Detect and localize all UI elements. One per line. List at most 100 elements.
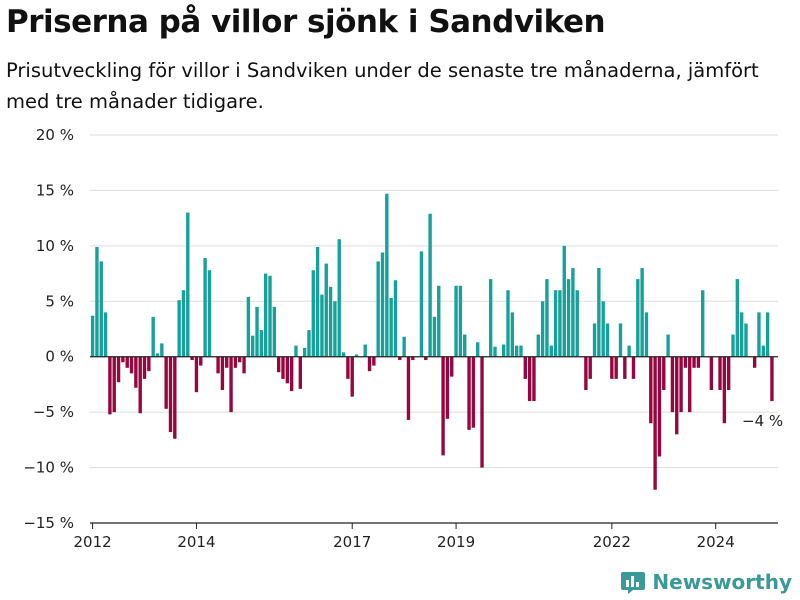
bar bbox=[675, 356, 679, 435]
bar bbox=[302, 347, 307, 357]
y-tick-label: 0 % bbox=[45, 348, 74, 366]
bar bbox=[181, 290, 186, 357]
bar bbox=[95, 246, 99, 357]
bar bbox=[268, 275, 272, 357]
bar bbox=[220, 356, 225, 390]
bar bbox=[380, 252, 385, 357]
bar bbox=[545, 279, 549, 357]
bar bbox=[610, 356, 614, 379]
bar bbox=[644, 312, 649, 357]
bar bbox=[385, 193, 389, 357]
bar bbox=[471, 356, 476, 428]
bar bbox=[121, 356, 125, 363]
bar bbox=[289, 356, 294, 392]
bar bbox=[216, 356, 220, 374]
bar bbox=[701, 290, 705, 357]
bar bbox=[683, 356, 688, 368]
bar bbox=[116, 356, 121, 383]
bar bbox=[709, 356, 714, 390]
x-tick-label: 2014 bbox=[177, 533, 215, 551]
bar bbox=[324, 263, 328, 357]
bar bbox=[523, 356, 527, 379]
bar bbox=[177, 300, 181, 357]
bar bbox=[372, 356, 376, 366]
bar bbox=[696, 356, 701, 368]
bar bbox=[199, 356, 203, 366]
bar bbox=[463, 334, 467, 357]
bar bbox=[155, 353, 160, 357]
bar bbox=[549, 345, 553, 357]
bar bbox=[476, 342, 480, 357]
bar bbox=[251, 335, 255, 357]
bar bbox=[419, 251, 424, 357]
bar bbox=[203, 258, 207, 357]
bar bbox=[458, 285, 463, 357]
bar bbox=[731, 334, 735, 357]
bar bbox=[770, 356, 774, 402]
bar bbox=[437, 285, 441, 357]
bar bbox=[662, 356, 666, 390]
bar bbox=[307, 330, 311, 357]
bar bbox=[168, 356, 173, 433]
bar bbox=[718, 356, 722, 390]
bar bbox=[653, 356, 657, 490]
bar bbox=[311, 270, 315, 357]
bar bbox=[263, 273, 268, 357]
bar bbox=[649, 356, 653, 424]
bar bbox=[726, 356, 731, 390]
bar bbox=[424, 356, 428, 361]
bar bbox=[337, 239, 341, 357]
bar bbox=[134, 356, 138, 388]
bar-chart-logo-icon bbox=[621, 572, 646, 594]
bar bbox=[666, 334, 670, 357]
bar bbox=[112, 356, 116, 413]
bar bbox=[584, 356, 588, 390]
bar bbox=[367, 356, 372, 372]
bar bbox=[315, 246, 320, 357]
bar bbox=[233, 356, 238, 368]
bar bbox=[164, 356, 168, 409]
bar bbox=[272, 306, 277, 357]
bar bbox=[765, 312, 770, 357]
bar bbox=[103, 312, 108, 357]
bar bbox=[90, 315, 95, 357]
bar bbox=[722, 356, 727, 424]
bar bbox=[346, 356, 350, 379]
bar bbox=[393, 280, 398, 357]
page-subtitle: Prisutveckling för villor i Sandviken un… bbox=[6, 59, 759, 113]
bar bbox=[744, 323, 748, 357]
bar bbox=[138, 356, 142, 414]
page-title: Priserna på villor sjönk i Sandviken bbox=[6, 4, 606, 40]
bar bbox=[411, 356, 415, 361]
bar bbox=[190, 356, 194, 361]
bar bbox=[532, 356, 536, 402]
bar bbox=[432, 316, 437, 357]
bar bbox=[670, 356, 675, 413]
brand-name: Newsworthy bbox=[652, 570, 792, 594]
bar bbox=[276, 356, 281, 373]
bar bbox=[514, 345, 519, 357]
bar bbox=[480, 356, 484, 468]
bar bbox=[553, 290, 558, 357]
y-tick-label: 20 % bbox=[36, 126, 74, 144]
bar bbox=[441, 356, 445, 456]
x-tick-label: 2012 bbox=[74, 533, 112, 551]
bar bbox=[519, 345, 523, 357]
bar bbox=[605, 323, 610, 357]
bar bbox=[186, 212, 190, 357]
bar bbox=[350, 356, 354, 397]
bar bbox=[402, 336, 406, 357]
y-tick-label: −10 % bbox=[23, 459, 74, 477]
bar bbox=[501, 344, 506, 357]
bar bbox=[238, 356, 242, 363]
bar bbox=[454, 285, 458, 357]
bar bbox=[108, 356, 112, 415]
bar bbox=[575, 290, 579, 357]
bar bbox=[354, 354, 359, 357]
bar bbox=[281, 356, 285, 379]
bar bbox=[601, 301, 605, 357]
bar bbox=[597, 268, 601, 357]
bar bbox=[142, 356, 147, 379]
bar bbox=[506, 290, 510, 357]
bar bbox=[246, 296, 251, 357]
